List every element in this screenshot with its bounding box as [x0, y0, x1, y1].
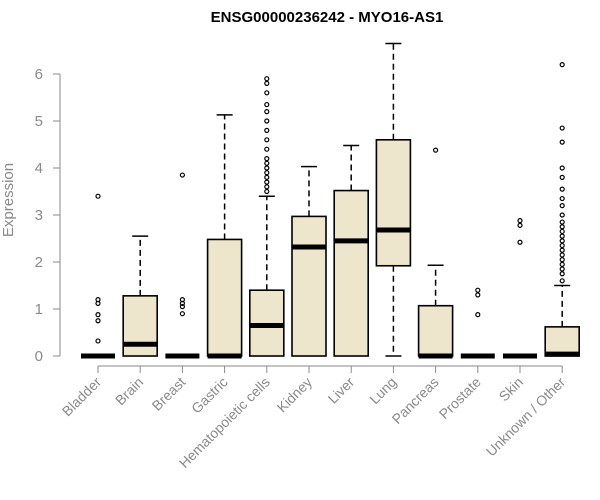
- outlier-point: [433, 147, 439, 153]
- box-skin: [503, 218, 537, 359]
- outlier-point: [559, 186, 565, 192]
- outlier-point: [559, 238, 565, 244]
- y-axis-label: Expression: [0, 163, 17, 237]
- outlier-point: [95, 338, 101, 344]
- x-tick-label: Kidney: [274, 374, 316, 416]
- outlier-point: [559, 125, 565, 131]
- box-bladder: [81, 193, 115, 359]
- outlier-point: [95, 193, 101, 199]
- box-liver: [333, 144, 370, 357]
- outlier-point: [95, 297, 101, 303]
- y-axis: 0 1 2 3 4 5 6: [35, 66, 61, 365]
- x-tick-label: Bladder: [59, 374, 105, 420]
- outlier-point: [559, 252, 565, 258]
- y-tick-label: 1: [35, 301, 43, 318]
- y-tick-label: 5: [35, 113, 43, 130]
- outlier-point: [559, 203, 565, 209]
- box-pancreas: [417, 147, 454, 359]
- outlier-point: [559, 61, 565, 68]
- outlier-point: [475, 287, 481, 293]
- outlier-point: [264, 174, 270, 180]
- y-tick-label: 4: [35, 160, 43, 177]
- outlier-point: [559, 266, 565, 272]
- box-kidney: [291, 165, 327, 357]
- x-tick-label: Breast: [149, 374, 189, 414]
- outlier-point: [517, 218, 523, 224]
- box-unknown-other: [544, 61, 581, 357]
- x-tick-label: Unknown / Other: [483, 374, 569, 460]
- outlier-point: [264, 76, 270, 82]
- x-tick-label: Liver: [325, 374, 358, 407]
- box-body: [333, 189, 370, 357]
- outlier-point: [559, 257, 565, 263]
- box-body: [291, 215, 327, 357]
- outlier-point: [475, 292, 481, 298]
- outlier-point: [264, 156, 270, 162]
- box-body: [122, 295, 158, 357]
- outlier-point: [264, 118, 270, 124]
- outlier-point: [264, 127, 270, 133]
- outlier-point: [179, 172, 185, 178]
- box-lung: [375, 42, 412, 357]
- outlier-point: [559, 174, 565, 180]
- y-tick-label: 0: [35, 348, 43, 365]
- x-tick-label: Pancreas: [389, 374, 442, 427]
- outlier-point: [264, 146, 270, 152]
- outlier-point: [559, 242, 565, 249]
- outlier-point: [264, 188, 270, 195]
- outlier-point: [264, 90, 270, 96]
- y-tick-label: 6: [35, 66, 43, 83]
- outlier-point: [179, 304, 185, 310]
- outlier-point: [559, 219, 565, 225]
- box-body: [375, 139, 412, 267]
- outlier-point: [517, 222, 523, 228]
- outlier-point: [95, 318, 101, 324]
- outlier-point: [264, 165, 270, 171]
- outlier-point: [559, 228, 565, 235]
- box-body: [206, 238, 243, 357]
- outlier-point: [264, 184, 270, 190]
- outlier-point: [559, 139, 565, 145]
- boxes-layer: [81, 42, 581, 359]
- outlier-point: [559, 212, 565, 218]
- outlier-point: [559, 278, 565, 284]
- outlier-point: [559, 233, 565, 239]
- x-tick-label: Prostate: [436, 374, 484, 422]
- outlier-point: [559, 261, 565, 267]
- box-body: [417, 304, 454, 357]
- outlier-point: [264, 170, 270, 176]
- box-prostate: [460, 287, 495, 359]
- box-gastric: [206, 114, 243, 359]
- chart-title: ENSG00000236242 - MYO16-AS1: [211, 9, 444, 26]
- box-hematopoietic-cells: [249, 76, 285, 357]
- x-tick-label: Brain: [112, 374, 146, 408]
- outlier-point: [264, 101, 270, 108]
- y-tick-label: 3: [35, 207, 43, 224]
- outlier-point: [264, 160, 270, 166]
- box-breast: [165, 172, 200, 359]
- outlier-point: [95, 312, 101, 318]
- box-body: [544, 326, 581, 357]
- outlier-point: [559, 165, 565, 171]
- outlier-point: [475, 312, 481, 318]
- outlier-point: [264, 137, 270, 143]
- outlier-point: [559, 224, 565, 230]
- outlier-point: [517, 239, 523, 245]
- outlier-point: [264, 80, 270, 87]
- outlier-point: [264, 179, 270, 185]
- outlier-point: [559, 195, 565, 202]
- outlier-point: [559, 247, 565, 253]
- box-brain: [122, 235, 158, 357]
- outlier-point: [559, 271, 565, 277]
- x-tick-label: Lung: [366, 374, 399, 407]
- outlier-point: [179, 311, 185, 317]
- outlier-point: [264, 108, 270, 115]
- y-tick-label: 2: [35, 254, 43, 271]
- x-tick-label: Skin: [496, 374, 527, 405]
- outlier-point: [179, 297, 185, 303]
